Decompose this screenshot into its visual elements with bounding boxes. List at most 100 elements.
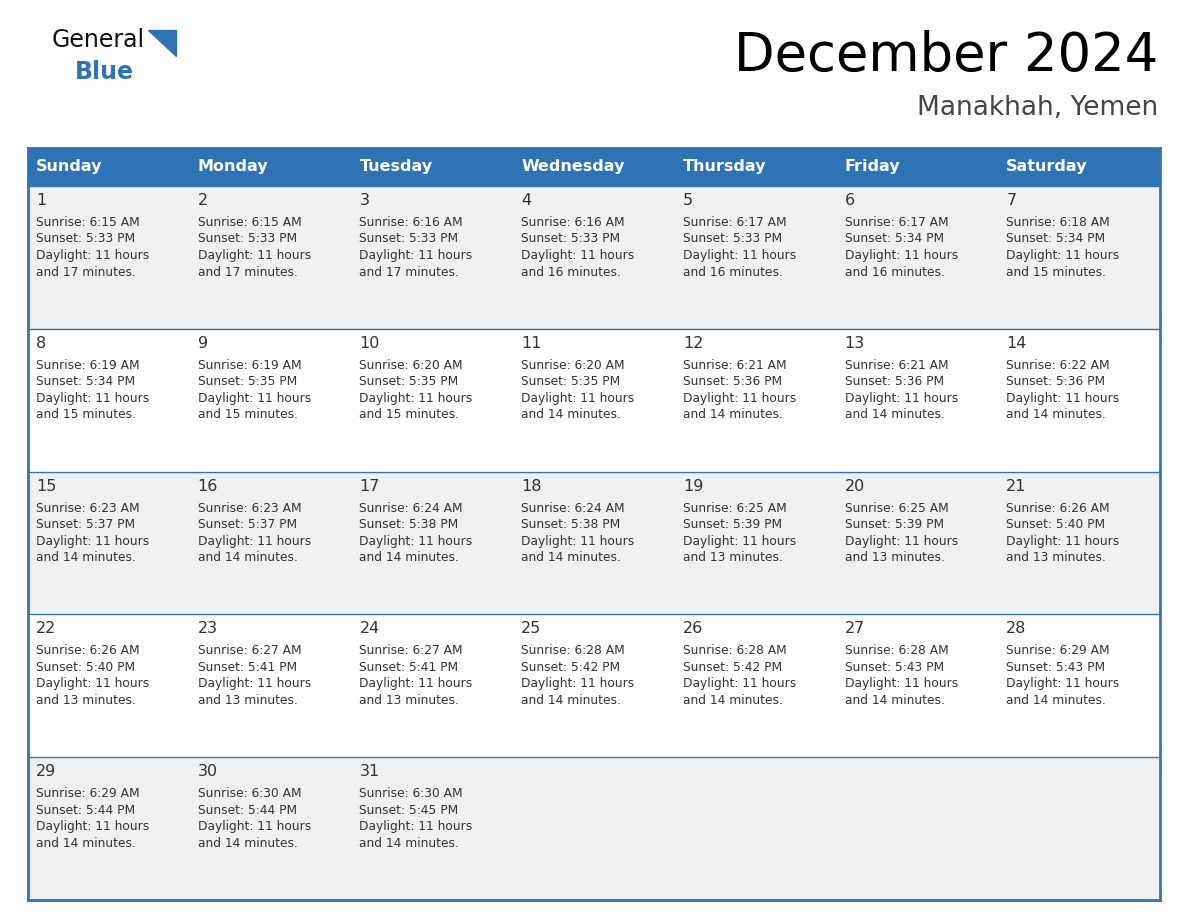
Text: Sunset: 5:33 PM: Sunset: 5:33 PM (360, 232, 459, 245)
Text: Sunset: 5:34 PM: Sunset: 5:34 PM (845, 232, 943, 245)
Text: Sunset: 5:33 PM: Sunset: 5:33 PM (522, 232, 620, 245)
Text: and 17 minutes.: and 17 minutes. (36, 265, 135, 278)
Text: Daylight: 11 hours: Daylight: 11 hours (36, 820, 150, 834)
Text: Sunrise: 6:24 AM: Sunrise: 6:24 AM (360, 501, 463, 515)
Text: Sunset: 5:39 PM: Sunset: 5:39 PM (845, 518, 943, 532)
Text: 4: 4 (522, 193, 531, 208)
Text: and 14 minutes.: and 14 minutes. (360, 836, 460, 850)
Text: 27: 27 (845, 621, 865, 636)
Text: Sunrise: 6:16 AM: Sunrise: 6:16 AM (360, 216, 463, 229)
Text: Sunset: 5:37 PM: Sunset: 5:37 PM (36, 518, 135, 532)
Text: Sunset: 5:41 PM: Sunset: 5:41 PM (197, 661, 297, 674)
Text: Daylight: 11 hours: Daylight: 11 hours (36, 677, 150, 690)
Text: and 17 minutes.: and 17 minutes. (197, 265, 297, 278)
Text: and 14 minutes.: and 14 minutes. (683, 694, 783, 707)
Text: Sunrise: 6:23 AM: Sunrise: 6:23 AM (36, 501, 140, 515)
Bar (29, 757, 1159, 900)
Text: and 14 minutes.: and 14 minutes. (197, 836, 297, 850)
Text: Daylight: 11 hours: Daylight: 11 hours (683, 534, 796, 548)
Text: and 14 minutes.: and 14 minutes. (522, 551, 621, 564)
Text: Sunset: 5:44 PM: Sunset: 5:44 PM (197, 803, 297, 817)
Text: and 14 minutes.: and 14 minutes. (1006, 694, 1106, 707)
Text: Sunrise: 6:19 AM: Sunrise: 6:19 AM (36, 359, 140, 372)
Text: Sunrise: 6:17 AM: Sunrise: 6:17 AM (683, 216, 786, 229)
Text: Daylight: 11 hours: Daylight: 11 hours (845, 392, 958, 405)
Text: 6: 6 (845, 193, 854, 208)
Text: Sunset: 5:37 PM: Sunset: 5:37 PM (197, 518, 297, 532)
Bar (29, 472, 1159, 614)
Text: and 16 minutes.: and 16 minutes. (522, 265, 621, 278)
Text: 8: 8 (36, 336, 46, 351)
Text: Wednesday: Wednesday (522, 160, 625, 174)
Text: Blue: Blue (75, 60, 134, 84)
Text: Daylight: 11 hours: Daylight: 11 hours (1006, 677, 1119, 690)
Text: Sunrise: 6:17 AM: Sunrise: 6:17 AM (845, 216, 948, 229)
Text: Sunset: 5:43 PM: Sunset: 5:43 PM (1006, 661, 1105, 674)
Text: Sunset: 5:42 PM: Sunset: 5:42 PM (683, 661, 782, 674)
Text: and 13 minutes.: and 13 minutes. (683, 551, 783, 564)
Text: Daylight: 11 hours: Daylight: 11 hours (36, 392, 150, 405)
Text: and 13 minutes.: and 13 minutes. (1006, 551, 1106, 564)
Text: 1: 1 (36, 193, 46, 208)
Text: 16: 16 (197, 478, 219, 494)
Bar (29, 148, 1159, 186)
Text: and 14 minutes.: and 14 minutes. (522, 409, 621, 421)
Text: and 14 minutes.: and 14 minutes. (36, 551, 135, 564)
Text: Sunrise: 6:26 AM: Sunrise: 6:26 AM (1006, 501, 1110, 515)
Text: Sunrise: 6:21 AM: Sunrise: 6:21 AM (845, 359, 948, 372)
Text: Sunrise: 6:23 AM: Sunrise: 6:23 AM (197, 501, 302, 515)
Bar (29, 329, 1159, 472)
Text: 17: 17 (360, 478, 380, 494)
Text: and 14 minutes.: and 14 minutes. (522, 694, 621, 707)
Text: Sunrise: 6:25 AM: Sunrise: 6:25 AM (683, 501, 786, 515)
Text: Sunset: 5:35 PM: Sunset: 5:35 PM (522, 375, 620, 388)
Text: 18: 18 (522, 478, 542, 494)
Text: Sunset: 5:33 PM: Sunset: 5:33 PM (36, 232, 135, 245)
Text: Sunset: 5:38 PM: Sunset: 5:38 PM (360, 518, 459, 532)
Text: Daylight: 11 hours: Daylight: 11 hours (360, 534, 473, 548)
Text: Daylight: 11 hours: Daylight: 11 hours (1006, 249, 1119, 262)
Text: 20: 20 (845, 478, 865, 494)
Text: 5: 5 (683, 193, 693, 208)
Text: 7: 7 (1006, 193, 1017, 208)
Text: Daylight: 11 hours: Daylight: 11 hours (683, 677, 796, 690)
Text: Daylight: 11 hours: Daylight: 11 hours (522, 677, 634, 690)
Text: Sunrise: 6:22 AM: Sunrise: 6:22 AM (1006, 359, 1110, 372)
Text: Daylight: 11 hours: Daylight: 11 hours (360, 392, 473, 405)
Text: and 14 minutes.: and 14 minutes. (845, 409, 944, 421)
Text: and 14 minutes.: and 14 minutes. (36, 836, 135, 850)
Polygon shape (148, 30, 176, 56)
Text: Sunrise: 6:15 AM: Sunrise: 6:15 AM (36, 216, 140, 229)
Text: Sunset: 5:40 PM: Sunset: 5:40 PM (36, 661, 135, 674)
Text: 3: 3 (360, 193, 369, 208)
Text: Sunrise: 6:21 AM: Sunrise: 6:21 AM (683, 359, 786, 372)
Text: Daylight: 11 hours: Daylight: 11 hours (197, 677, 311, 690)
Text: 22: 22 (36, 621, 56, 636)
Text: 11: 11 (522, 336, 542, 351)
Text: Daylight: 11 hours: Daylight: 11 hours (1006, 534, 1119, 548)
Text: Daylight: 11 hours: Daylight: 11 hours (197, 820, 311, 834)
Text: Daylight: 11 hours: Daylight: 11 hours (845, 249, 958, 262)
Text: General: General (52, 28, 145, 52)
Text: Sunset: 5:34 PM: Sunset: 5:34 PM (1006, 232, 1105, 245)
Text: Daylight: 11 hours: Daylight: 11 hours (683, 249, 796, 262)
Text: 15: 15 (36, 478, 56, 494)
Text: Sunrise: 6:25 AM: Sunrise: 6:25 AM (845, 501, 948, 515)
Text: 2: 2 (197, 193, 208, 208)
Text: 31: 31 (360, 764, 380, 779)
Text: Sunset: 5:36 PM: Sunset: 5:36 PM (845, 375, 943, 388)
Text: 13: 13 (845, 336, 865, 351)
Text: 29: 29 (36, 764, 56, 779)
Text: Sunset: 5:44 PM: Sunset: 5:44 PM (36, 803, 135, 817)
Text: and 16 minutes.: and 16 minutes. (845, 265, 944, 278)
Text: Saturday: Saturday (1006, 160, 1088, 174)
Text: Sunset: 5:43 PM: Sunset: 5:43 PM (845, 661, 943, 674)
Text: Sunrise: 6:27 AM: Sunrise: 6:27 AM (360, 644, 463, 657)
Text: 14: 14 (1006, 336, 1026, 351)
Text: Sunset: 5:33 PM: Sunset: 5:33 PM (683, 232, 782, 245)
Text: and 16 minutes.: and 16 minutes. (683, 265, 783, 278)
Text: and 13 minutes.: and 13 minutes. (845, 551, 944, 564)
Text: Daylight: 11 hours: Daylight: 11 hours (1006, 392, 1119, 405)
Text: Daylight: 11 hours: Daylight: 11 hours (522, 392, 634, 405)
Text: 25: 25 (522, 621, 542, 636)
